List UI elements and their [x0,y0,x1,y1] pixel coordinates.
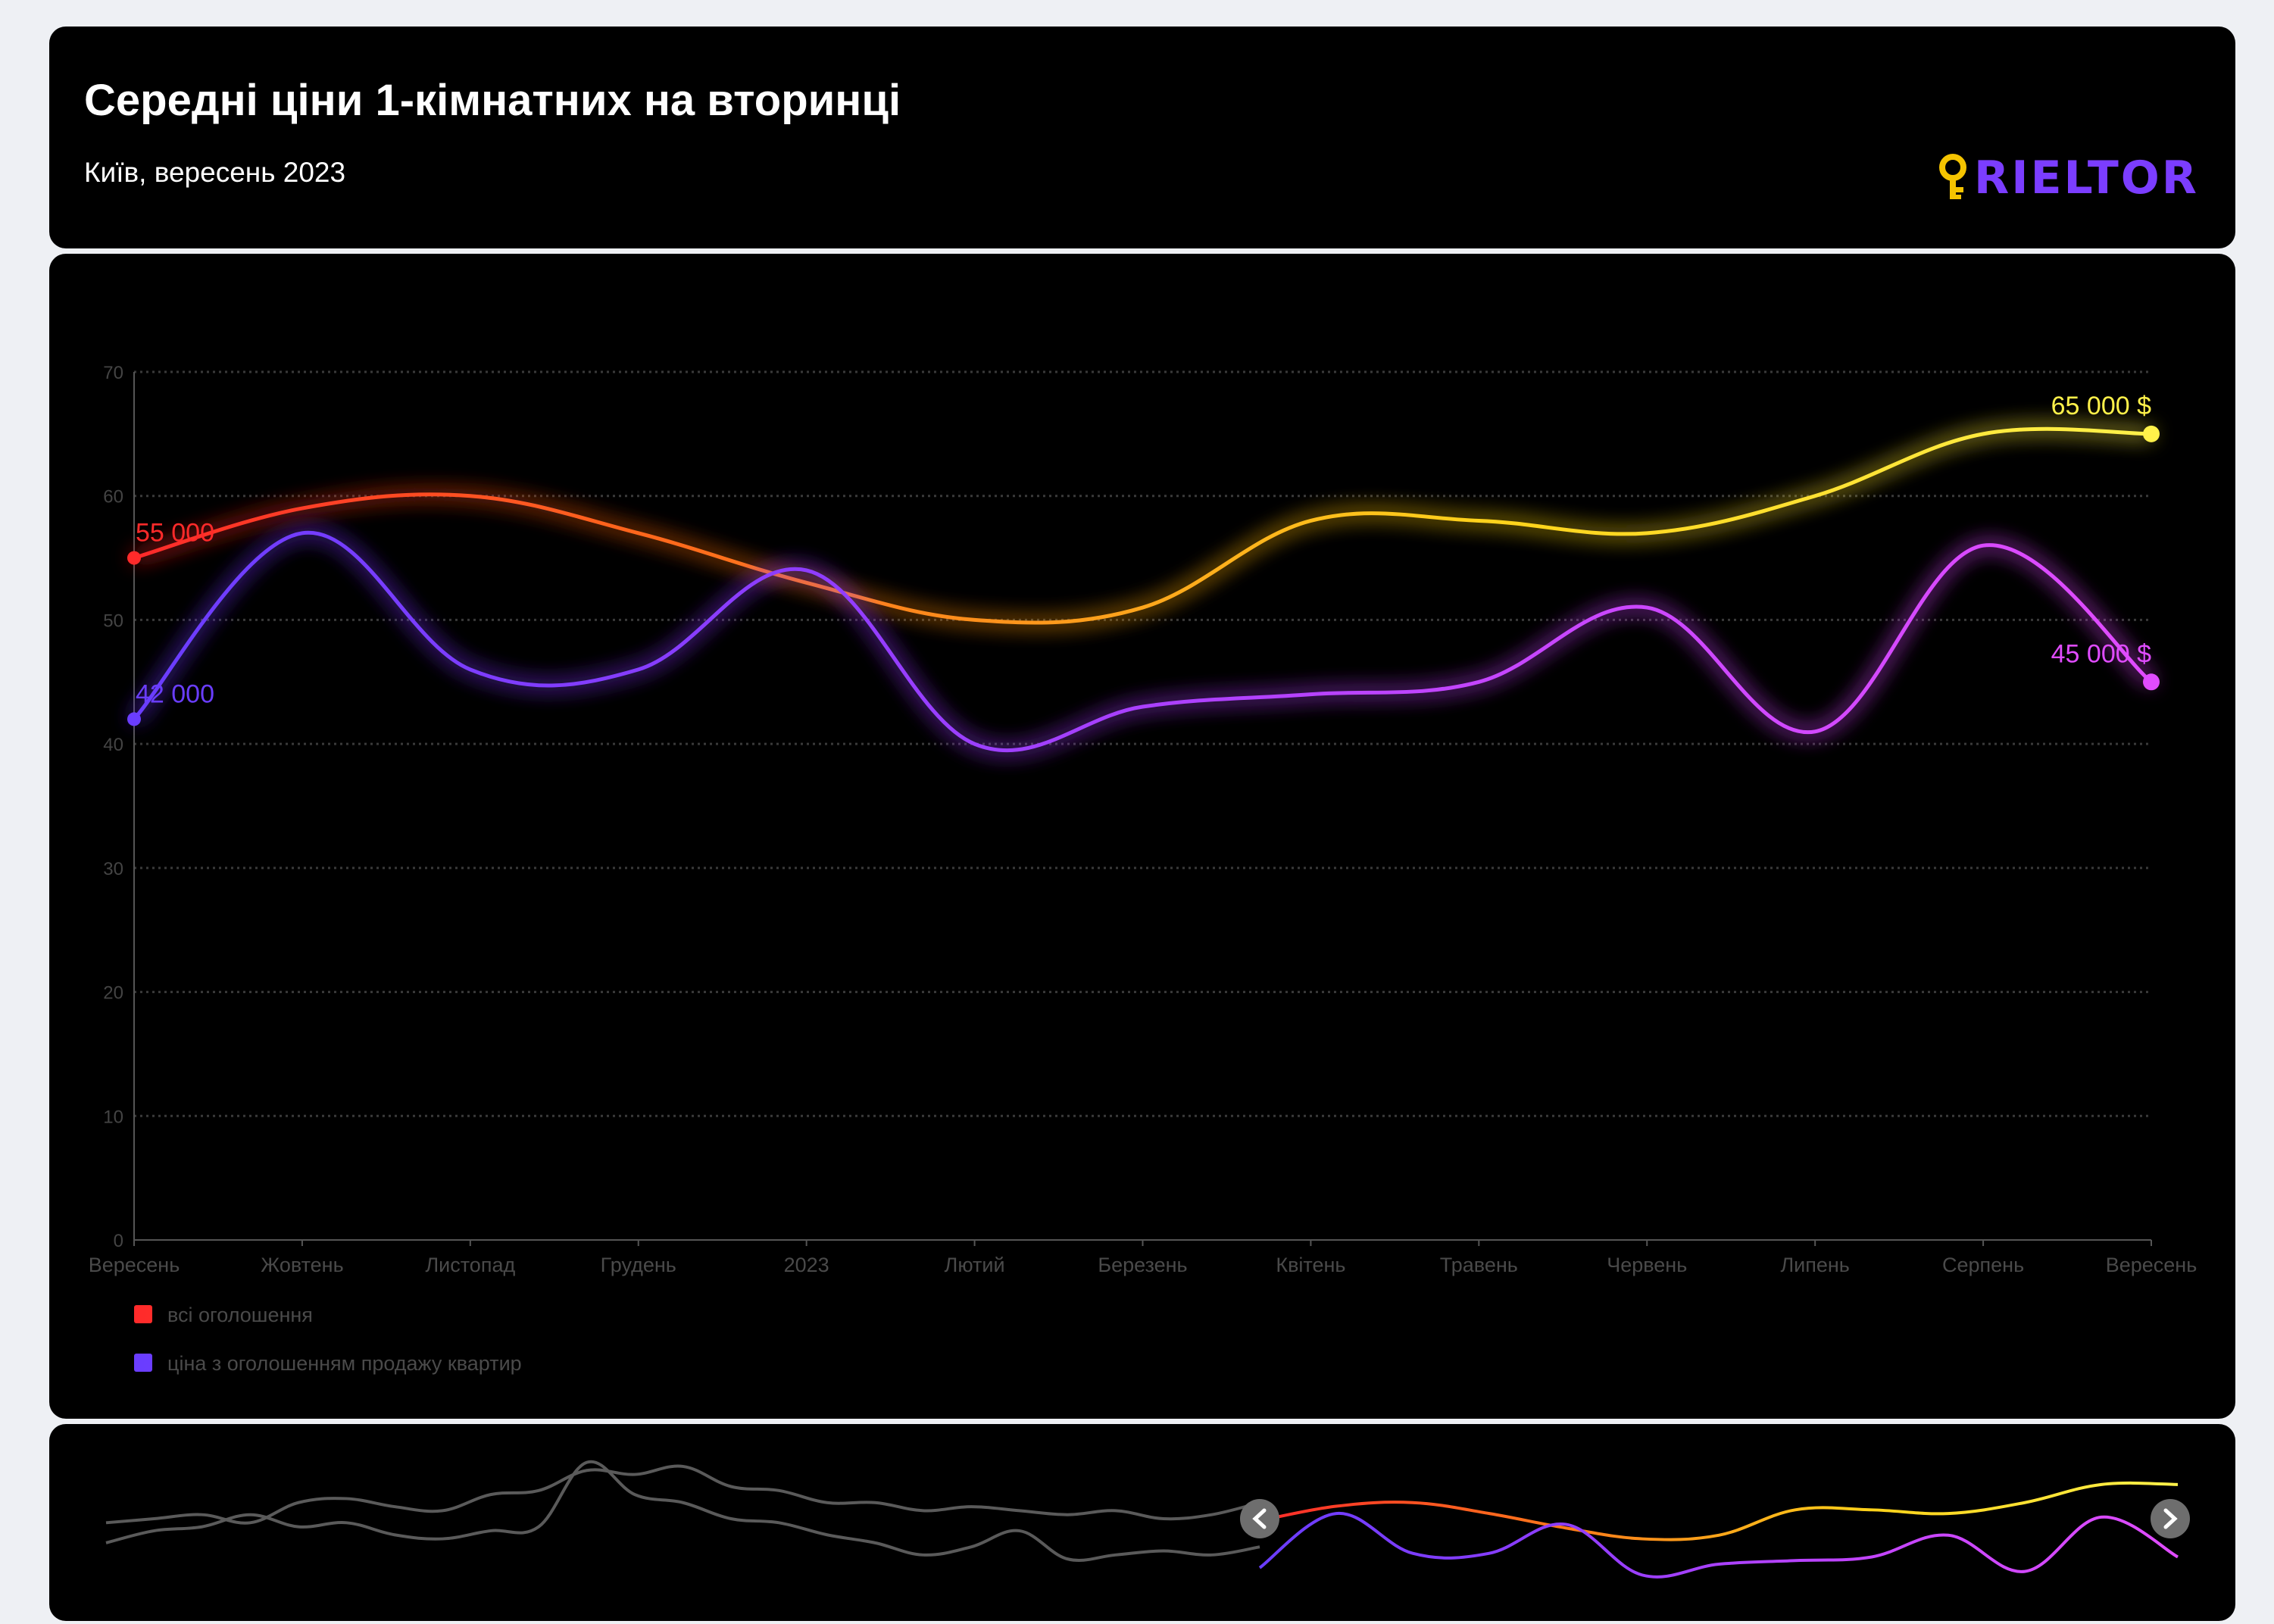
navigator-series-line [1258,1512,2179,1579]
header-panel: Середні ціни 1-кімнатних на вторинці Киї… [49,27,2235,248]
x-tick-label: Листопад [425,1254,515,1276]
x-tick-label: Лютий [945,1254,1005,1276]
line-chart: 0 10 20 30 40 50 60 70 Вересень Жовтень Листопад Гр… [89,363,2197,1375]
legend-swatch [134,1354,152,1372]
legend-label: всі оголошення [167,1304,313,1326]
navigator-chart[interactable] [49,1424,2235,1621]
series-2-start-label: 42 000 [136,679,214,708]
range-navigator[interactable] [49,1424,2235,1621]
chart-title: Середні ціни 1-кімнатних на вторинці [84,76,901,125]
navigator-series-line [1259,1481,2179,1541]
handle-circle [1240,1499,1279,1538]
y-tick-label: 30 [103,859,123,879]
series-1-start-label: 55 000 [136,519,214,548]
series-2-end-point [2143,673,2160,691]
chevron-left-icon [1252,1508,1267,1529]
x-tick-label: Квітень [1276,1254,1345,1276]
legend-swatch [134,1305,152,1323]
x-tick-label: Жовтень [261,1254,343,1276]
chevron-right-icon [2163,1508,2178,1529]
key-icon [1939,154,1967,199]
y-tick-label: 60 [103,487,123,508]
chart-subtitle: Київ, вересень 2023 [84,157,346,188]
x-tick-label: Червень [1607,1254,1687,1276]
logo-text: RIELTOR [1974,151,2199,205]
x-tick-label: Серпень [1942,1254,2024,1276]
series-1-end-label: 65 000 $ [2051,392,2151,420]
series-line-2 [132,530,2154,753]
y-tick-label: 10 [103,1107,123,1127]
handle-circle [2151,1499,2190,1538]
series-1-start-point [127,551,141,565]
x-tick-label: 2023 [784,1254,829,1276]
navigator-left-handle[interactable] [1240,1499,1279,1538]
x-tick-label: Травень [1440,1254,1518,1276]
series-2-end-label: 45 000 $ [2051,639,2151,668]
x-tick-label: Вересень [2106,1254,2197,1276]
navigator-history-line [105,1464,1260,1525]
y-tick-label: 20 [103,983,123,1004]
y-tick-label: 40 [103,735,123,755]
rieltor-logo: RIELTOR [1936,149,2199,207]
series-line-1 [132,426,2154,625]
series-2-start-point [127,712,141,726]
x-tick-label: Грудень [601,1254,676,1276]
y-tick-label: 0 [114,1231,123,1251]
x-tick-label: Вересень [89,1254,180,1276]
series-1-end-point [2143,425,2160,442]
navigator-history-line [105,1460,1260,1562]
chart-panel: 0 10 20 30 40 50 60 70 Вересень Жовтень Листопад Гр… [49,254,2235,1419]
x-tick-label: Липень [1780,1254,1849,1276]
legend-label: ціна з оголошенням продажу квартир [167,1352,522,1375]
navigator-right-handle[interactable] [2151,1499,2190,1538]
y-tick-label: 50 [103,611,123,631]
y-tick-label: 70 [103,363,123,383]
x-tick-label: Березень [1098,1254,1187,1276]
